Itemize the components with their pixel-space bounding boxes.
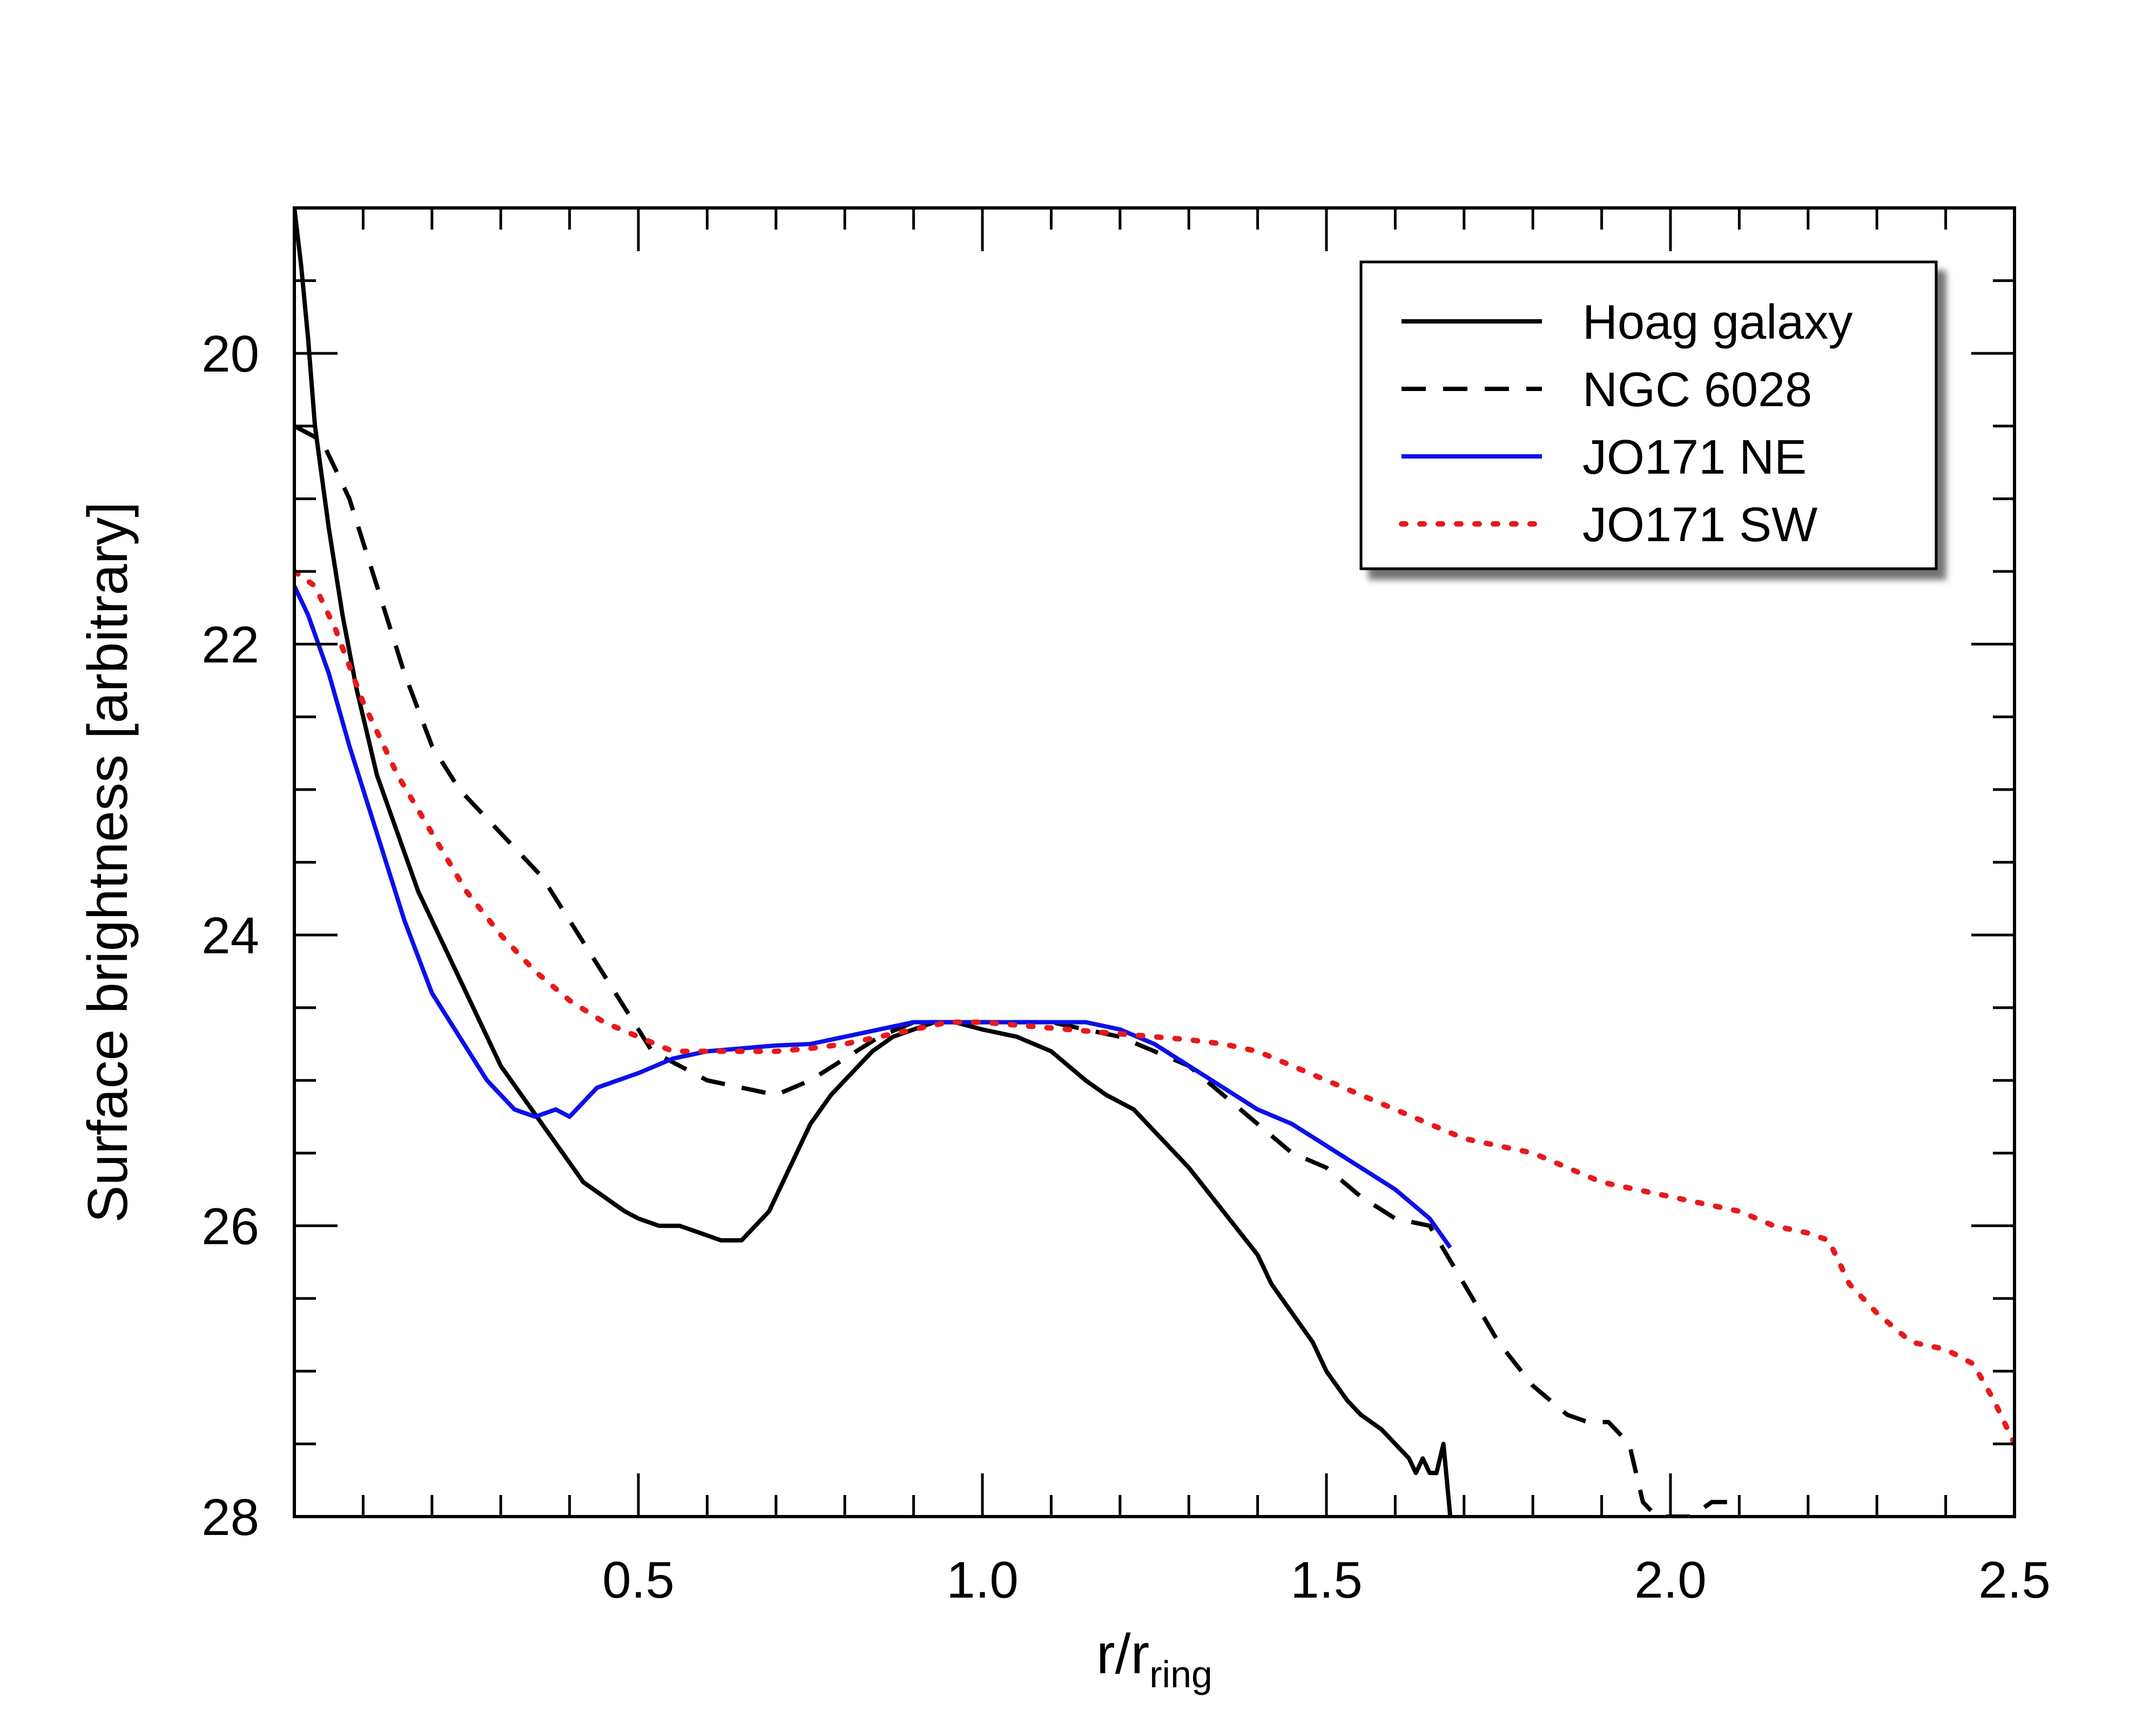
series-line-hoag-galaxy bbox=[294, 208, 1453, 1517]
series-line-jo171-ne bbox=[294, 585, 1452, 1249]
x-tick-label: 2.0 bbox=[1634, 1551, 1706, 1609]
x-axis-title: r/rring bbox=[1096, 1623, 1212, 1695]
ticks-layer bbox=[294, 208, 2016, 1518]
x-tick-label: 2.5 bbox=[1978, 1551, 2050, 1609]
x-tick-label: 1.5 bbox=[1290, 1551, 1362, 1609]
x-axis-title-subscript: ring bbox=[1149, 1653, 1212, 1695]
y-tick-label: 26 bbox=[201, 1198, 259, 1256]
legend-label: JO171 NE bbox=[1582, 430, 1807, 484]
y-tick-label: 28 bbox=[201, 1489, 259, 1546]
series-layer bbox=[294, 208, 2014, 1517]
series-line-ngc-6028 bbox=[294, 424, 1740, 1517]
x-tick-label: 1.0 bbox=[946, 1551, 1018, 1609]
legend-label: Hoag galaxy bbox=[1582, 295, 1852, 349]
y-tick-label: 24 bbox=[201, 907, 259, 965]
legend-label: NGC 6028 bbox=[1582, 363, 1812, 417]
legend: Hoag galaxy NGC 6028 JO171 NE JO171 SW bbox=[1359, 260, 1938, 570]
x-tick-label: 0.5 bbox=[602, 1551, 674, 1609]
y-tick-label: 22 bbox=[201, 616, 259, 674]
plot-frame bbox=[293, 206, 2016, 1518]
x-tick-labels: 0.5 1.0 1.5 2.0 2.5 bbox=[602, 1551, 2050, 1609]
legend-label: JO171 SW bbox=[1582, 498, 1817, 552]
x-axis-title-main: r/r bbox=[1096, 1623, 1149, 1686]
y-tick-labels: 20 22 24 26 28 bbox=[201, 325, 259, 1546]
y-axis-title: Surface brightness [arbitrary] bbox=[77, 502, 139, 1223]
y-tick-label: 20 bbox=[201, 325, 259, 383]
series-line-jo171-sw bbox=[294, 569, 2014, 1447]
legend-box bbox=[1359, 260, 1938, 570]
